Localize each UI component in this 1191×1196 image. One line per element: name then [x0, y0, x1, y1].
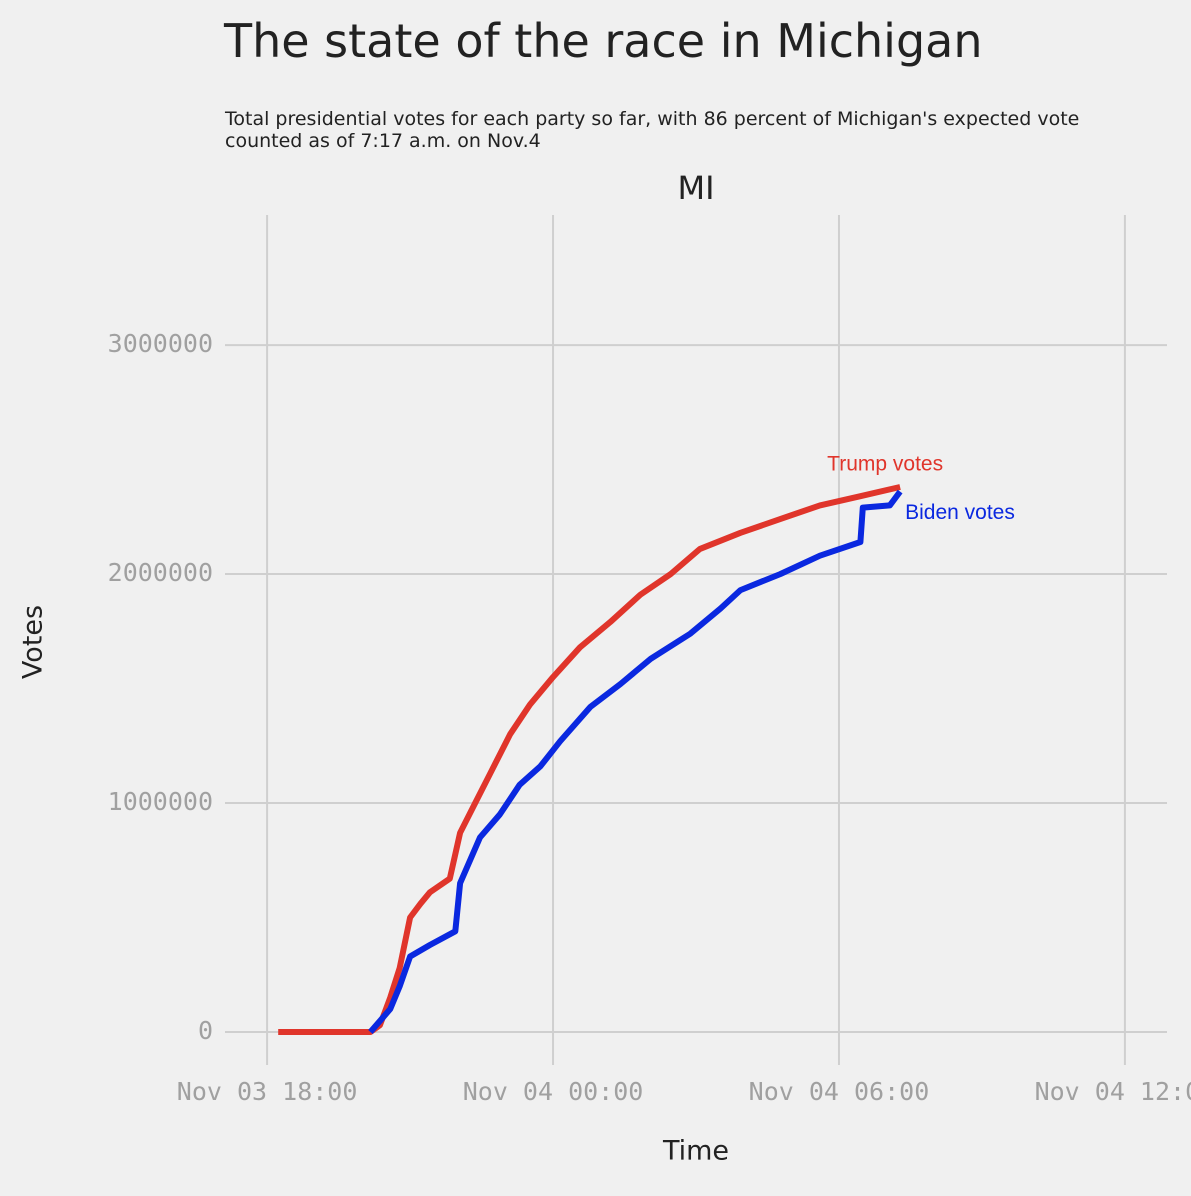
x-tick-label: Nov 04 00:00	[463, 1077, 644, 1106]
panel-title: MI	[677, 169, 714, 207]
series-label: Trump votes	[827, 453, 943, 476]
series-line	[368, 489, 903, 1034]
chart-title: The state of the race in Michigan	[224, 14, 983, 68]
chart-subtitle: Total presidential votes for each party …	[225, 108, 1080, 152]
series-line	[278, 484, 901, 1035]
y-tick-label: 2000000	[108, 558, 213, 587]
y-tick-label: 0	[198, 1016, 213, 1045]
x-axis-title: Time	[662, 1136, 729, 1167]
y-axis-title: Votes	[18, 605, 49, 679]
x-tick-label: Nov 03 18:00	[177, 1077, 358, 1106]
x-tick-label: Nov 04 06:00	[749, 1077, 930, 1106]
series-label: Biden votes	[905, 501, 1015, 524]
x-tick-label: Nov 04 12:00	[1035, 1077, 1191, 1106]
y-tick-label: 3000000	[108, 329, 213, 358]
y-tick-label: 1000000	[108, 787, 213, 816]
